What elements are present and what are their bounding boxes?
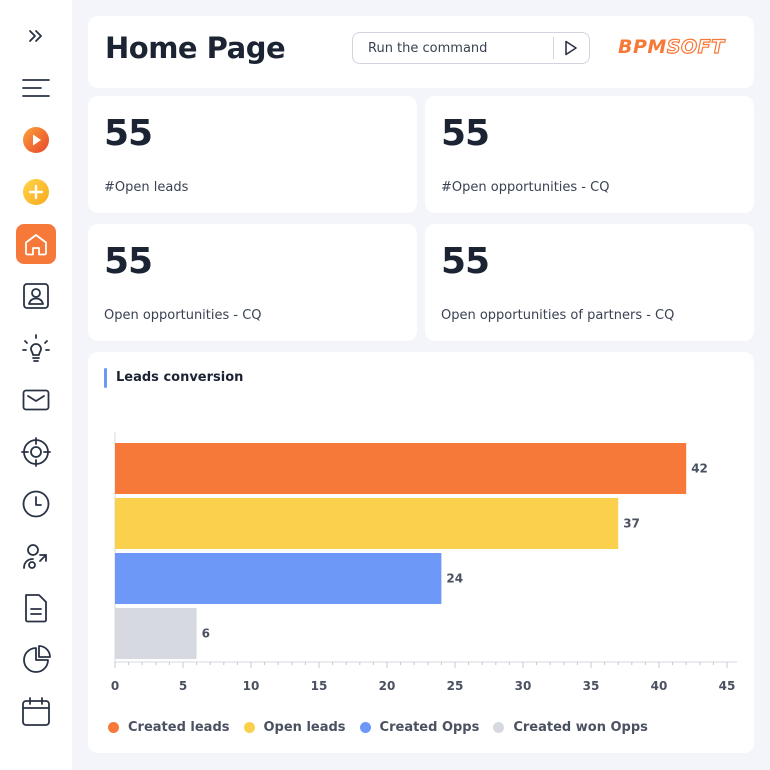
kpi-label: Open opportunities - CQ bbox=[104, 308, 262, 323]
x-tick-label: 5 bbox=[179, 679, 187, 693]
legend-item[interactable]: Created Opps bbox=[359, 720, 480, 735]
legend-swatch bbox=[493, 722, 505, 733]
home-icon[interactable] bbox=[16, 224, 56, 264]
leads-conversion-card: Leads conversion 0 5 10 15 20 25 30 35 40 45 42 37 2… bbox=[88, 352, 754, 753]
x-tick-label: 10 bbox=[243, 679, 260, 693]
document-icon[interactable] bbox=[16, 588, 56, 628]
legend-swatch bbox=[108, 722, 119, 733]
legend-label: Created leads bbox=[128, 720, 230, 735]
legend-label: Created won Opps bbox=[513, 720, 648, 735]
kpi-value: 55 bbox=[104, 113, 153, 154]
chart-title-accent bbox=[104, 368, 107, 388]
kpi-label: Open opportunities of partners - CQ bbox=[441, 308, 675, 323]
lightbulb-icon[interactable] bbox=[16, 328, 56, 368]
x-tick-label: 20 bbox=[379, 679, 396, 693]
logo: BPMSOFT bbox=[618, 35, 725, 58]
command-box bbox=[352, 32, 590, 64]
play-icon[interactable] bbox=[16, 120, 56, 160]
bar-value-label: 37 bbox=[623, 517, 640, 531]
bar-value-label: 42 bbox=[691, 462, 708, 476]
chart-title: Leads conversion bbox=[116, 370, 244, 385]
user-sync-icon[interactable] bbox=[16, 536, 56, 576]
x-tick-label: 15 bbox=[311, 679, 328, 693]
kpi-open-opportunities-cq[interactable]: 55 Open opportunities - CQ bbox=[88, 224, 417, 341]
bar-value-label: 24 bbox=[446, 572, 463, 586]
legend-item[interactable]: Created leads bbox=[108, 720, 230, 735]
legend-item[interactable]: Created won Opps bbox=[493, 720, 648, 735]
legend-swatch bbox=[243, 722, 255, 733]
leads-conversion-chart: 0 5 10 15 20 25 30 35 40 45 42 37 24 6 bbox=[111, 432, 737, 693]
bar-created-leads bbox=[115, 443, 687, 494]
kpi-value: 55 bbox=[441, 241, 490, 282]
x-tick-label: 35 bbox=[583, 679, 600, 693]
x-tick-label: 25 bbox=[447, 679, 464, 693]
bar-created-won-opps bbox=[115, 608, 197, 659]
bar-open-leads bbox=[115, 498, 619, 549]
x-tick-label: 45 bbox=[719, 679, 736, 693]
kpi-open-leads[interactable]: 55 #Open leads bbox=[88, 96, 417, 213]
kpi-open-opportunities[interactable]: 55 #Open opportunities - CQ bbox=[425, 96, 754, 213]
page-title: Home Page bbox=[105, 31, 286, 65]
header: Home Page BPMSOFT bbox=[88, 16, 754, 88]
kpi-label: #Open leads bbox=[104, 180, 189, 195]
legend-swatch bbox=[359, 722, 371, 733]
chart-legend: Created leads Open leads Created Opps Creat… bbox=[108, 720, 662, 735]
legend-item[interactable]: Open leads bbox=[243, 720, 346, 735]
x-tick-label: 40 bbox=[651, 679, 668, 693]
expand-icon[interactable] bbox=[16, 16, 56, 56]
kpi-label: #Open opportunities - CQ bbox=[441, 180, 610, 195]
calendar-icon[interactable] bbox=[16, 692, 56, 732]
contacts-icon[interactable] bbox=[16, 276, 56, 316]
target-icon[interactable] bbox=[16, 432, 56, 472]
mail-icon[interactable] bbox=[16, 380, 56, 420]
bar-created-opps bbox=[115, 553, 442, 604]
clock-icon[interactable] bbox=[16, 484, 56, 524]
legend-label: Open leads bbox=[263, 720, 346, 735]
kpi-value: 55 bbox=[104, 241, 153, 282]
command-input[interactable] bbox=[354, 34, 552, 62]
menu-icon[interactable] bbox=[16, 68, 56, 108]
sidebar bbox=[0, 0, 72, 770]
add-icon[interactable] bbox=[16, 172, 56, 212]
x-tick-label: 0 bbox=[111, 679, 119, 693]
kpi-value: 55 bbox=[441, 113, 490, 154]
pie-chart-icon[interactable] bbox=[16, 640, 56, 680]
play-outline-icon bbox=[565, 40, 577, 56]
bar-value-label: 6 bbox=[202, 627, 210, 641]
legend-label: Created Opps bbox=[379, 720, 480, 735]
x-tick-label: 30 bbox=[515, 679, 532, 693]
command-divider bbox=[553, 37, 554, 59]
run-command-button[interactable] bbox=[555, 35, 587, 61]
kpi-open-opportunities-partners[interactable]: 55 Open opportunities of partners - CQ bbox=[425, 224, 754, 341]
